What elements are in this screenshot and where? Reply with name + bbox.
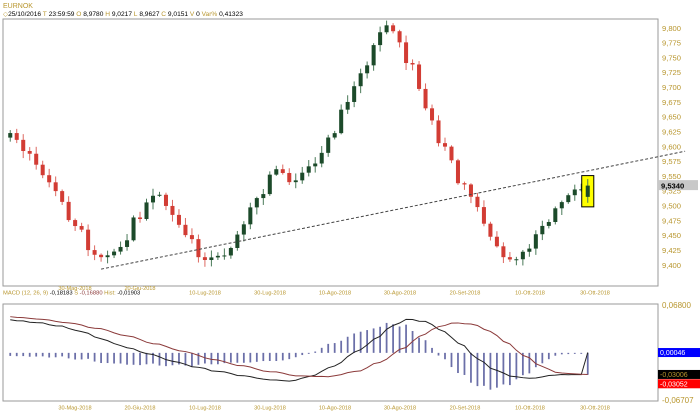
svg-text:9,800: 9,800 [662, 24, 681, 33]
svg-text:9,775: 9,775 [662, 39, 681, 48]
svg-text:20-Set-2018: 20-Set-2018 [450, 291, 481, 297]
svg-text:0,00046: 0,00046 [660, 350, 685, 357]
svg-text:9,0217: 9,0217 [112, 11, 133, 18]
svg-text:9,700: 9,700 [662, 83, 681, 92]
svg-text:9,500: 9,500 [662, 202, 681, 211]
svg-text:9,5340: 9,5340 [661, 181, 684, 190]
svg-text:9,475: 9,475 [662, 216, 681, 225]
svg-text:30-Mag-2018: 30-Mag-2018 [58, 406, 91, 412]
svg-text:9,725: 9,725 [662, 68, 681, 77]
svg-text:9,600: 9,600 [662, 142, 681, 151]
svg-text:10-Ott-2018: 10-Ott-2018 [515, 291, 545, 297]
svg-text:V: V [188, 11, 196, 18]
svg-text:9,575: 9,575 [662, 157, 681, 166]
svg-text:-0,03006: -0,03006 [660, 372, 688, 379]
svg-text:9,625: 9,625 [662, 127, 681, 136]
svg-text:9,425: 9,425 [662, 246, 681, 255]
svg-text:-0,16880: -0,16880 [80, 291, 103, 297]
svg-text:T: T [41, 11, 48, 18]
svg-text:30-Ott-2018: 30-Ott-2018 [580, 291, 610, 297]
svg-text:9,650: 9,650 [662, 113, 681, 122]
svg-text:10-Lug-2018: 10-Lug-2018 [189, 291, 221, 297]
svg-text:-0,18183: -0,18183 [50, 291, 73, 297]
svg-text:9,675: 9,675 [662, 98, 681, 107]
svg-text:20-Giu-2018: 20-Giu-2018 [124, 406, 155, 412]
svg-text:EURNOK: EURNOK [3, 3, 33, 10]
svg-text:9,450: 9,450 [662, 231, 681, 240]
svg-text:9,750: 9,750 [662, 53, 681, 62]
svg-text:L: L [132, 11, 139, 18]
svg-text:Var%: Var% [200, 11, 219, 18]
svg-text:23:59:59: 23:59:59 [49, 11, 75, 18]
svg-text:-0,06707: -0,06707 [662, 396, 694, 405]
svg-text:30-Ott-2018: 30-Ott-2018 [580, 406, 610, 412]
svg-text:30-Ago-2018: 30-Ago-2018 [384, 291, 416, 297]
svg-text:8,9627: 8,9627 [139, 11, 160, 18]
svg-text:-0,03052: -0,03052 [660, 381, 688, 388]
svg-text:10-Ago-2018: 10-Ago-2018 [319, 406, 351, 412]
svg-text:8,9780: 8,9780 [83, 11, 104, 18]
svg-text:10-Ott-2018: 10-Ott-2018 [515, 406, 545, 412]
svg-text:30-Lug-2018: 30-Lug-2018 [254, 291, 286, 297]
svg-text:9,400: 9,400 [662, 261, 681, 270]
svg-text:S: S [73, 291, 80, 297]
svg-text:30-Lug-2018: 30-Lug-2018 [254, 406, 286, 412]
svg-text:0,06800: 0,06800 [662, 301, 691, 310]
svg-text:20-Set-2018: 20-Set-2018 [450, 406, 481, 412]
svg-text:0,41323: 0,41323 [219, 11, 243, 18]
svg-text:10-Ago-2018: 10-Ago-2018 [319, 291, 351, 297]
svg-text:9,0151: 9,0151 [168, 11, 189, 18]
svg-text:H: H [103, 11, 111, 18]
svg-text:25/10/2016: 25/10/2016 [8, 11, 41, 18]
svg-text:-0,01903: -0,01903 [117, 291, 140, 297]
svg-text:C: C [159, 11, 167, 18]
svg-text:9,550: 9,550 [662, 172, 681, 181]
svg-text:(12, 26, 9): (12, 26, 9) [20, 291, 50, 297]
svg-text:O: O [74, 11, 83, 18]
svg-text:30-Ago-2018: 30-Ago-2018 [384, 406, 416, 412]
svg-text:Hist:: Hist: [103, 291, 118, 297]
svg-text:10-Lug-2018: 10-Lug-2018 [189, 406, 221, 412]
svg-text:MACD: MACD [3, 291, 20, 297]
